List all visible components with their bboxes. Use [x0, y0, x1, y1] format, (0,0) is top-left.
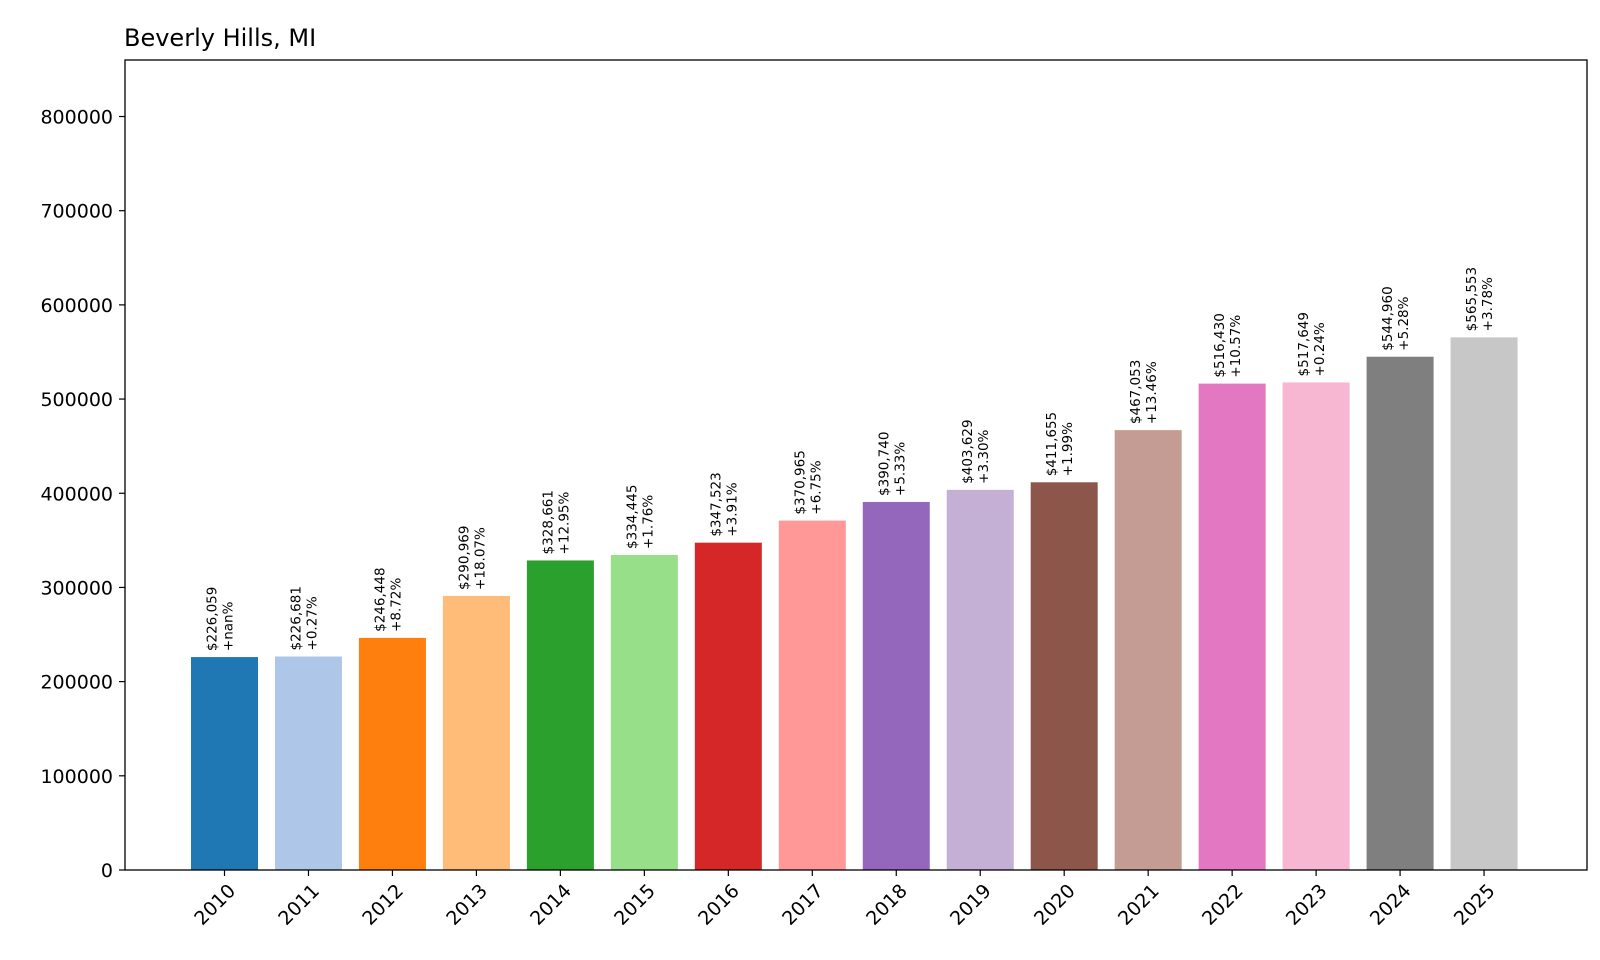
y-tick-label: 700000	[40, 201, 113, 223]
bar-value-label: $516,430	[1212, 313, 1228, 377]
bar-2020	[1030, 482, 1098, 870]
x-tick-label: 2012	[358, 880, 408, 930]
x-tick-label: 2015	[610, 880, 660, 930]
y-tick-label: 200000	[40, 672, 113, 694]
bar-value-label: $226,059	[205, 587, 221, 651]
bar-value-label: $517,649	[1296, 312, 1312, 376]
bar-value-label: $467,053	[1128, 360, 1144, 424]
x-tick-label: 2010	[190, 880, 240, 930]
y-tick-label: 600000	[40, 295, 113, 317]
bar-value-label: $246,448	[372, 567, 388, 631]
y-tick-label: 800000	[40, 107, 113, 129]
x-tick-label: 2017	[778, 880, 828, 930]
y-tick-label: 300000	[40, 577, 113, 599]
bar-2010	[191, 657, 258, 870]
bar-change-label: +12.95%	[556, 491, 572, 554]
bar-2016	[694, 542, 762, 870]
bar-2025	[1450, 337, 1518, 870]
bar-change-label: +6.75%	[808, 460, 824, 514]
bar-2023	[1282, 382, 1350, 870]
plot-frame	[124, 59, 1588, 871]
bar-2024	[1366, 356, 1434, 870]
x-tick-label: 2024	[1366, 880, 1416, 930]
bar-value-label: $411,655	[1044, 412, 1060, 476]
x-tick-label: 2014	[526, 880, 576, 930]
bar-value-label: $328,661	[540, 490, 556, 554]
bar-value-label: $334,445	[624, 485, 640, 549]
bar-value-label: $565,553	[1464, 267, 1480, 331]
x-tick-label: 2020	[1030, 880, 1080, 930]
bar-2014	[526, 560, 594, 870]
y-axis: 0 100000 200000 300000 400000 500000 600000 700…	[40, 107, 125, 882]
bar-value-label: $403,629	[960, 419, 976, 483]
bar-2022	[1198, 383, 1266, 870]
bar-2019	[946, 489, 1014, 870]
x-tick-label: 2021	[1114, 880, 1164, 930]
bar-value-label: $347,523	[708, 472, 724, 536]
bar-change-label: +1.76%	[640, 495, 656, 549]
bar-value-label: $226,681	[288, 586, 304, 650]
bar-change-label: +3.78%	[1480, 277, 1496, 331]
bar-change-label: +3.91%	[724, 482, 740, 536]
bar-value-label: $290,969	[456, 526, 472, 590]
bar-change-label: +3.30%	[976, 429, 992, 483]
bar-value-label: $544,960	[1380, 286, 1396, 350]
bar-change-label: +8.72%	[388, 578, 404, 632]
bar-2015	[610, 554, 678, 870]
bars-group	[191, 337, 1518, 870]
y-tick-label: 100000	[40, 766, 113, 788]
x-tick-label: 2022	[1198, 880, 1248, 930]
x-tick-label: 2016	[694, 880, 744, 930]
bar-change-label: +13.46%	[1144, 361, 1160, 424]
bar-change-label: +18.07%	[472, 527, 488, 590]
x-axis: 2010 2011 2012 2013 2014 2015 2016 2017 2018 2019…	[190, 870, 1500, 930]
bar-2018	[862, 501, 930, 870]
bar-2013	[442, 595, 510, 870]
bar-change-label: +5.33%	[892, 442, 908, 496]
y-tick-label: 0	[101, 860, 113, 882]
y-tick-label: 500000	[40, 389, 113, 411]
bar-2021	[1114, 430, 1182, 870]
bar-change-label: +1.99%	[1060, 422, 1076, 476]
bar-change-label: +0.24%	[1312, 322, 1328, 376]
bar-change-label: +5.28%	[1396, 296, 1412, 350]
x-tick-label: 2025	[1450, 880, 1500, 930]
y-tick-label: 400000	[40, 483, 113, 505]
bar-change-label: +10.57%	[1228, 315, 1244, 378]
x-tick-label: 2011	[274, 880, 324, 930]
bar-2011	[274, 656, 342, 870]
x-tick-label: 2019	[946, 880, 996, 930]
bar-value-label: $390,740	[876, 432, 892, 496]
bar-value-label: $370,965	[792, 450, 808, 514]
bar-2017	[778, 520, 846, 870]
x-tick-label: 2013	[442, 880, 492, 930]
x-tick-label: 2023	[1282, 880, 1332, 930]
bar-2012	[358, 637, 426, 870]
bar-change-label: +nan%	[221, 601, 237, 651]
bar-change-label: +0.27%	[304, 596, 320, 650]
bar-labels-group: $226,059 +nan% $226,681 +0.27% $246,448 +8.72…	[205, 267, 1497, 651]
chart-title: Beverly Hills, MI	[124, 24, 316, 52]
x-tick-label: 2018	[862, 880, 912, 930]
